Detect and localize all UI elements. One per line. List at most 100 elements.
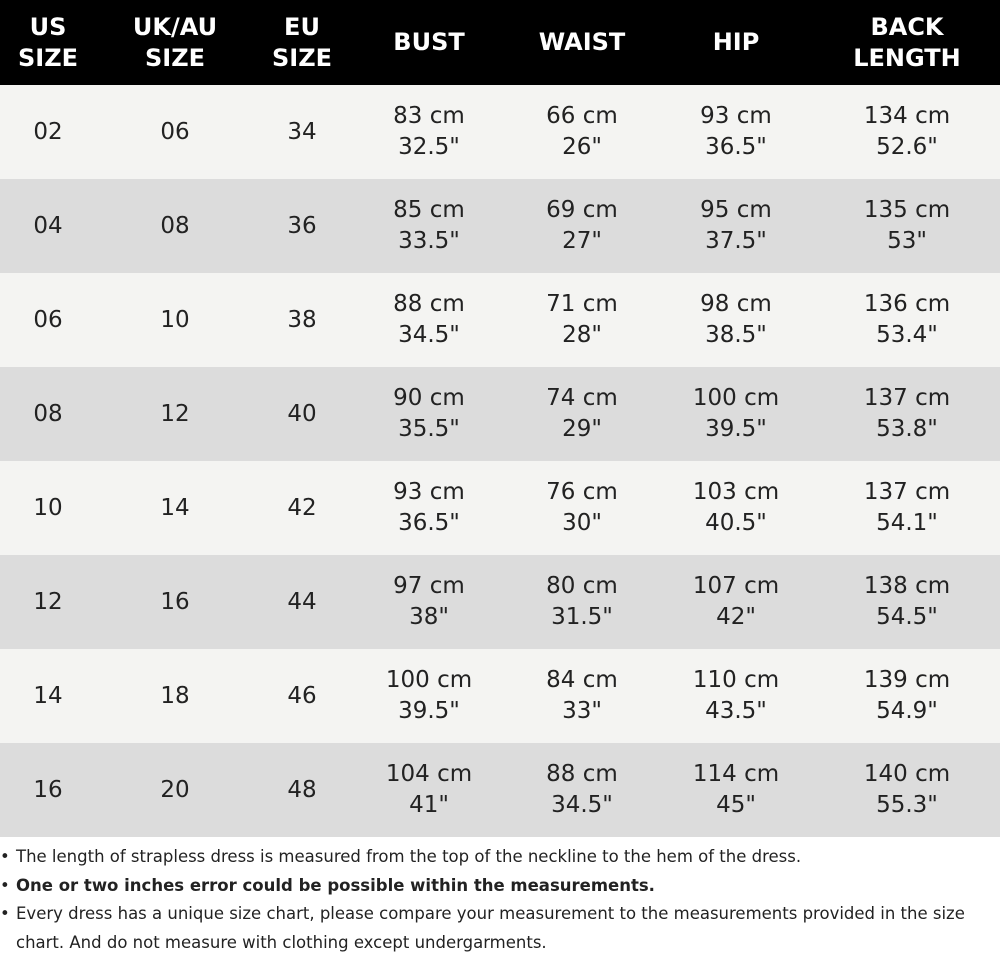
table-cell: 46 (227, 649, 377, 743)
cell-line: 97 cm (393, 573, 465, 599)
table-row: 16 20 48 104 cm 41" 88 cm 34.5" 114 cm 45" 140 cm… (0, 743, 1000, 837)
table-cell: 71 cm 28" (507, 273, 657, 367)
table-cell: 137 cm 54.1" (832, 461, 982, 555)
table-cell: 04 (0, 179, 123, 273)
cell-line: 88 cm (393, 291, 465, 317)
cell-line: 35.5" (398, 416, 460, 442)
header-cell: BACK LENGTH (832, 0, 982, 85)
cell-line: 14 (33, 682, 63, 709)
table-cell: 83 cm 32.5" (354, 85, 504, 179)
cell-line: 45" (716, 792, 756, 818)
table-cell: 88 cm 34.5" (507, 743, 657, 837)
cell-line: 54.9" (876, 698, 938, 724)
cell-line: 31.5" (551, 604, 613, 630)
cell-line: 83 cm (393, 103, 465, 129)
cell-line: 104 cm (385, 761, 473, 787)
table-cell: 02 (0, 85, 123, 179)
cell-line: 32.5" (398, 134, 460, 160)
table-row: 14 18 46 100 cm 39.5" 84 cm 33" 110 cm 43.5" 139 … (0, 649, 1000, 743)
cell-line: 139 cm (863, 667, 951, 693)
cell-line: 66 cm (546, 103, 618, 129)
table-cell: 34 (227, 85, 377, 179)
note-text: Every dress has a unique size chart, ple… (16, 904, 965, 953)
cell-line: 14 (160, 494, 190, 521)
cell-line: 52.6" (876, 134, 938, 160)
table-cell: 74 cm 29" (507, 367, 657, 461)
table-cell: 135 cm 53" (832, 179, 982, 273)
cell-line: 103 cm (692, 479, 780, 505)
table-cell: 107 cm 42" (661, 555, 811, 649)
table-cell: 136 cm 53.4" (832, 273, 982, 367)
cell-line: SIZE (17, 43, 78, 72)
cell-line: 34 (287, 118, 317, 145)
cell-line: 107 cm (692, 573, 780, 599)
cell-line: 29" (562, 416, 602, 442)
table-row: 08 12 40 90 cm 35.5" 74 cm 29" 100 cm 39.5" 137 c… (0, 367, 1000, 461)
cell-line: LENGTH (853, 43, 961, 72)
note-text: One or two inches error could be possibl… (16, 875, 655, 895)
table-cell: 08 (100, 179, 250, 273)
cell-line: 36 (287, 212, 317, 239)
table-cell: 18 (100, 649, 250, 743)
cell-line: 18 (160, 682, 190, 709)
cell-line: 08 (160, 212, 190, 239)
table-cell: 76 cm 30" (507, 461, 657, 555)
cell-line: 138 cm (863, 573, 951, 599)
table-cell: 97 cm 38" (354, 555, 504, 649)
cell-line: 39.5" (705, 416, 767, 442)
cell-line: 37.5" (705, 228, 767, 254)
cell-line: 71 cm (546, 291, 618, 317)
table-cell: 42 (227, 461, 377, 555)
cell-line: 02 (33, 118, 63, 145)
cell-line: US (29, 12, 67, 41)
table-cell: 08 (0, 367, 123, 461)
header-cell: HIP (661, 0, 811, 85)
table-row: 10 14 42 93 cm 36.5" 76 cm 30" 103 cm 40.5" 137 c… (0, 461, 1000, 555)
bullet: • (0, 904, 10, 924)
cell-line: 26" (562, 134, 602, 160)
table-cell: 88 cm 34.5" (354, 273, 504, 367)
cell-line: 80 cm (546, 573, 618, 599)
cell-line: 84 cm (546, 667, 618, 693)
table-cell: 10 (0, 461, 123, 555)
cell-line: 33.5" (398, 228, 460, 254)
cell-line: 135 cm (863, 197, 951, 223)
cell-line: 10 (160, 306, 190, 333)
cell-line: 43.5" (705, 698, 767, 724)
cell-line: BACK (870, 12, 944, 41)
cell-line: 44 (287, 588, 317, 615)
cell-line: 12 (160, 400, 190, 427)
table-cell: 10 (100, 273, 250, 367)
table-cell: 16 (0, 743, 123, 837)
cell-line: 46 (287, 682, 317, 709)
header-row: US SIZE UK/AU SIZE EU SIZE BUST WAIST HIP BACK LEN… (0, 0, 1000, 85)
cell-line: EU (284, 12, 320, 41)
cell-line: 36.5" (705, 134, 767, 160)
cell-line: 42" (716, 604, 756, 630)
header-cell: US SIZE (0, 0, 123, 85)
header-cell: EU SIZE (227, 0, 377, 85)
notes: • The length of strapless dress is measur… (0, 843, 985, 958)
table-cell: 69 cm 27" (507, 179, 657, 273)
table-cell: 38 (227, 273, 377, 367)
cell-line: HIP (712, 28, 760, 56)
table-cell: 104 cm 41" (354, 743, 504, 837)
table-cell: 12 (100, 367, 250, 461)
cell-line: 36.5" (398, 510, 460, 536)
table-cell: 84 cm 33" (507, 649, 657, 743)
table-row: 02 06 34 83 cm 32.5" 66 cm 26" 93 cm 36.5" 134 cm… (0, 85, 1000, 179)
table-cell: 14 (0, 649, 123, 743)
table-cell: 36 (227, 179, 377, 273)
table-cell: 40 (227, 367, 377, 461)
cell-line: 16 (160, 588, 190, 615)
table-cell: 48 (227, 743, 377, 837)
table-cell: 06 (0, 273, 123, 367)
cell-line: SIZE (271, 43, 332, 72)
table-cell: 100 cm 39.5" (661, 367, 811, 461)
note: • One or two inches error could be possib… (0, 872, 985, 901)
cell-line: 110 cm (692, 667, 780, 693)
cell-line: 98 cm (700, 291, 772, 317)
table-cell: 85 cm 33.5" (354, 179, 504, 273)
cell-line: 140 cm (863, 761, 951, 787)
cell-line: 41" (409, 792, 449, 818)
